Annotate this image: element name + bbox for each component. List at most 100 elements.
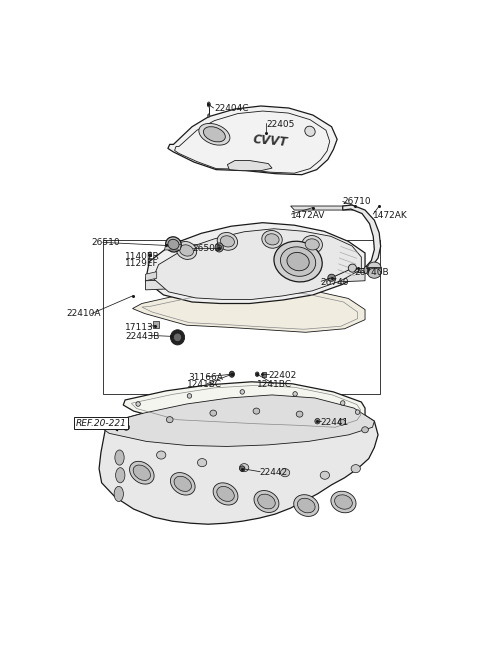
- Text: 22405: 22405: [266, 119, 295, 129]
- Ellipse shape: [253, 408, 260, 414]
- FancyBboxPatch shape: [262, 372, 266, 377]
- Text: 26740: 26740: [321, 277, 349, 287]
- Polygon shape: [165, 245, 181, 250]
- Text: 1129EF: 1129EF: [125, 259, 159, 268]
- Polygon shape: [101, 395, 374, 447]
- Polygon shape: [99, 395, 378, 524]
- Ellipse shape: [335, 495, 352, 509]
- Ellipse shape: [176, 241, 197, 259]
- Ellipse shape: [210, 410, 216, 416]
- Ellipse shape: [255, 372, 259, 377]
- Ellipse shape: [355, 410, 360, 415]
- Ellipse shape: [133, 465, 151, 480]
- Ellipse shape: [215, 243, 223, 252]
- Ellipse shape: [340, 401, 345, 405]
- Text: REF.20-221: REF.20-221: [76, 419, 127, 428]
- Ellipse shape: [217, 232, 238, 251]
- Ellipse shape: [130, 461, 154, 484]
- Ellipse shape: [280, 468, 290, 477]
- Text: 22441: 22441: [321, 418, 348, 426]
- Ellipse shape: [328, 274, 335, 281]
- Ellipse shape: [258, 494, 275, 509]
- Ellipse shape: [302, 236, 323, 253]
- Polygon shape: [145, 272, 365, 290]
- Ellipse shape: [280, 247, 316, 276]
- Ellipse shape: [168, 239, 179, 249]
- Text: 26502: 26502: [192, 245, 221, 253]
- Text: 1140ER: 1140ER: [125, 252, 160, 261]
- Polygon shape: [168, 106, 337, 174]
- Text: CVVT: CVVT: [252, 133, 288, 149]
- Ellipse shape: [197, 459, 207, 466]
- Text: 22442: 22442: [259, 468, 287, 477]
- Text: 31166A: 31166A: [188, 373, 223, 382]
- Text: 1241BC: 1241BC: [186, 380, 221, 389]
- Ellipse shape: [240, 390, 244, 394]
- Ellipse shape: [170, 472, 195, 495]
- Ellipse shape: [148, 252, 152, 257]
- Ellipse shape: [338, 419, 345, 425]
- Polygon shape: [145, 272, 156, 281]
- Text: 1472AV: 1472AV: [290, 211, 325, 220]
- Ellipse shape: [217, 245, 221, 250]
- Ellipse shape: [204, 127, 225, 142]
- Ellipse shape: [262, 230, 282, 248]
- Polygon shape: [153, 229, 361, 299]
- Ellipse shape: [217, 487, 234, 501]
- Ellipse shape: [364, 266, 368, 274]
- Text: 22443B: 22443B: [125, 332, 159, 341]
- Ellipse shape: [305, 239, 319, 250]
- Text: 22402: 22402: [268, 371, 297, 380]
- Ellipse shape: [265, 234, 279, 245]
- Ellipse shape: [173, 333, 181, 342]
- Polygon shape: [290, 206, 358, 210]
- Text: 1472AK: 1472AK: [372, 211, 407, 220]
- Ellipse shape: [166, 237, 181, 252]
- Ellipse shape: [294, 495, 319, 516]
- Ellipse shape: [293, 392, 297, 396]
- Ellipse shape: [187, 394, 192, 398]
- Ellipse shape: [315, 419, 320, 424]
- Ellipse shape: [170, 330, 185, 345]
- Polygon shape: [123, 382, 365, 430]
- Ellipse shape: [296, 411, 303, 417]
- Polygon shape: [145, 222, 365, 304]
- Polygon shape: [343, 205, 381, 268]
- Polygon shape: [228, 161, 272, 171]
- Ellipse shape: [368, 268, 381, 278]
- Ellipse shape: [348, 264, 357, 272]
- Ellipse shape: [229, 371, 234, 377]
- Polygon shape: [132, 286, 365, 333]
- FancyBboxPatch shape: [153, 321, 159, 328]
- Ellipse shape: [351, 464, 360, 473]
- Text: 26710: 26710: [343, 197, 372, 206]
- Ellipse shape: [207, 102, 210, 107]
- Text: 17113: 17113: [125, 323, 154, 332]
- Ellipse shape: [287, 253, 309, 271]
- Ellipse shape: [331, 491, 356, 513]
- Ellipse shape: [240, 464, 249, 472]
- Ellipse shape: [180, 245, 193, 256]
- Ellipse shape: [362, 427, 368, 433]
- Ellipse shape: [115, 450, 124, 465]
- Ellipse shape: [123, 424, 130, 430]
- Ellipse shape: [274, 241, 322, 282]
- Polygon shape: [358, 268, 366, 272]
- Ellipse shape: [156, 451, 166, 459]
- Ellipse shape: [208, 114, 210, 117]
- Ellipse shape: [305, 126, 315, 136]
- Text: 22404C: 22404C: [215, 104, 249, 113]
- Ellipse shape: [368, 262, 381, 272]
- Ellipse shape: [116, 468, 125, 483]
- Ellipse shape: [220, 236, 234, 247]
- Ellipse shape: [114, 486, 123, 501]
- Text: 1241BC: 1241BC: [257, 380, 292, 389]
- Ellipse shape: [298, 499, 315, 513]
- Ellipse shape: [199, 123, 230, 145]
- Ellipse shape: [240, 466, 245, 472]
- Text: 26510: 26510: [92, 238, 120, 247]
- Ellipse shape: [254, 491, 279, 512]
- Ellipse shape: [136, 401, 140, 406]
- Ellipse shape: [167, 417, 173, 422]
- Ellipse shape: [213, 483, 238, 505]
